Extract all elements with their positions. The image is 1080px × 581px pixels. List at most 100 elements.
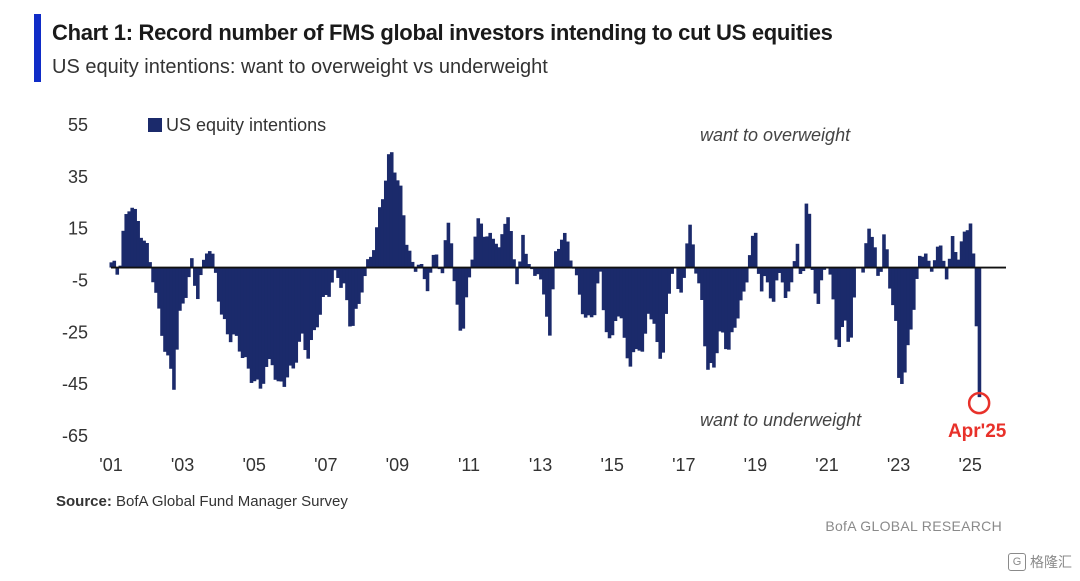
bar [139, 237, 143, 268]
bar [228, 267, 233, 343]
bar [870, 236, 874, 268]
bar [386, 154, 391, 268]
bar [372, 250, 376, 268]
bar [285, 267, 290, 378]
x-tick-label: '23 [887, 455, 910, 475]
bar [783, 267, 788, 298]
bar [213, 267, 218, 273]
bar [777, 267, 782, 273]
bar [667, 267, 671, 294]
bar [345, 267, 349, 301]
y-axis-ticks: 55 35 15 -5 -25 -45 -65 [62, 115, 88, 446]
legend-label: US equity intentions [166, 115, 326, 135]
bar [971, 253, 976, 268]
bar [336, 267, 340, 278]
bar [360, 267, 364, 293]
bar [297, 267, 302, 342]
highlight-circle [967, 391, 991, 415]
bar [557, 248, 561, 268]
bar [312, 267, 316, 331]
bar [822, 267, 827, 270]
bar [482, 236, 487, 268]
bar [291, 267, 296, 369]
x-axis-ticks: '01 '03 '05 '07 '09 '11 '13 '15 '17 '19 '21 '23 '25 [99, 455, 982, 475]
bar [491, 238, 495, 268]
bar [249, 267, 254, 383]
bar [974, 267, 979, 327]
x-tick-label: '13 [529, 455, 552, 475]
bar [909, 267, 913, 330]
bar [706, 267, 710, 370]
bar [497, 247, 501, 268]
bar [533, 267, 537, 276]
bar [133, 208, 137, 268]
bar [894, 267, 898, 321]
y-tick-label: 55 [68, 115, 88, 135]
bar [703, 267, 707, 347]
bar [843, 267, 847, 321]
bar [127, 211, 131, 268]
bar [172, 267, 176, 390]
bar [428, 267, 433, 273]
bar [750, 235, 755, 268]
bar [688, 224, 692, 268]
highlight-label: Apr'25 [948, 421, 1007, 442]
bar [357, 267, 361, 304]
bar [154, 267, 158, 293]
bar [524, 253, 528, 268]
bar [219, 267, 224, 315]
bar [786, 267, 791, 292]
bar [395, 180, 400, 268]
x-tick-label: '25 [958, 455, 981, 475]
bar [282, 267, 287, 387]
bar [849, 267, 853, 338]
bar [512, 259, 516, 268]
bar [947, 258, 952, 268]
bar [267, 267, 272, 360]
bar [807, 213, 812, 268]
bar [819, 267, 824, 281]
bar [130, 207, 134, 268]
bar [712, 267, 716, 368]
watermark-logo-icon: G [1008, 553, 1026, 571]
bar [589, 267, 594, 318]
bar [431, 254, 436, 268]
y-tick-label: 35 [68, 167, 88, 187]
bar [733, 267, 737, 328]
legend: US equity intentions [148, 115, 326, 135]
bar [458, 267, 463, 331]
bar [721, 267, 725, 333]
bar [744, 267, 749, 283]
bar [792, 261, 797, 268]
bar [166, 267, 170, 356]
bar [625, 267, 630, 359]
bar [419, 263, 424, 268]
bar [527, 264, 531, 268]
x-tick-label: '09 [386, 455, 409, 475]
bar [303, 267, 308, 351]
bar [246, 267, 251, 369]
bar [789, 267, 794, 283]
bar [574, 267, 579, 276]
x-tick-label: '03 [171, 455, 194, 475]
bar [479, 223, 484, 268]
bar [461, 267, 466, 329]
bar [941, 260, 946, 268]
bar [562, 232, 567, 268]
bar [378, 207, 382, 268]
bar [798, 267, 803, 274]
x-tick-label: '01 [99, 455, 122, 475]
bar [201, 259, 206, 268]
bar [944, 267, 949, 280]
bar [867, 228, 871, 268]
y-tick-label: -25 [62, 322, 88, 342]
bar [273, 267, 278, 380]
bar [351, 267, 355, 326]
bar [169, 267, 173, 369]
bar [548, 267, 552, 336]
bar [900, 267, 904, 384]
bar [741, 267, 746, 292]
bar [837, 267, 842, 348]
bar [190, 258, 194, 268]
x-tick-label: '11 [458, 455, 480, 475]
